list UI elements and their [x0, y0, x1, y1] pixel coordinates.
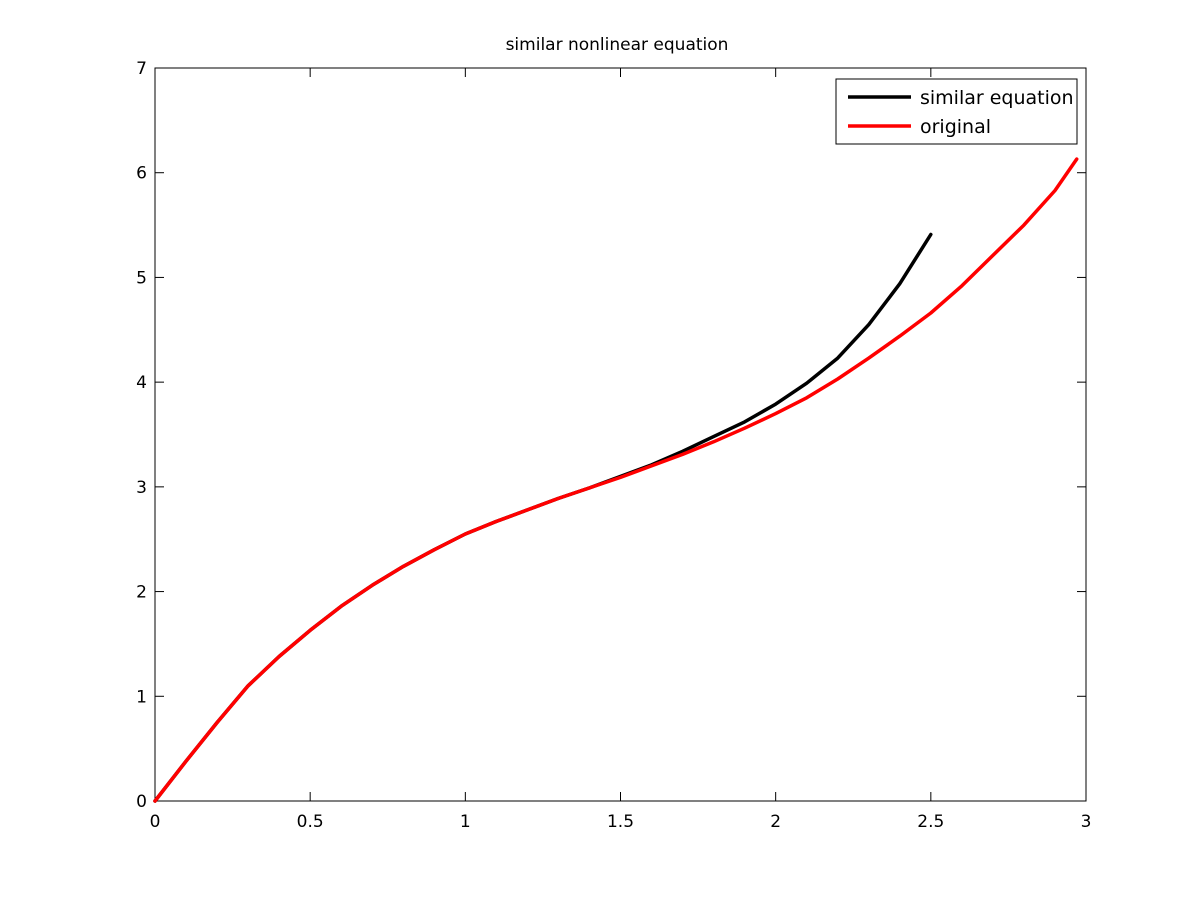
x-tick-label: 2: [770, 812, 781, 832]
x-tick-label: 0: [150, 812, 161, 832]
chart-title: similar nonlinear equation: [506, 35, 729, 55]
legend-box: [835, 78, 1078, 145]
series-layer: [153, 157, 1079, 803]
x-tick-label: 1: [460, 812, 471, 832]
y-tick-label: 3: [136, 478, 147, 498]
y-tick-label: 1: [136, 687, 147, 707]
x-tick-label: 2.5: [917, 812, 944, 832]
x-tick-label: 1.5: [607, 812, 634, 832]
y-tick-label: 6: [136, 164, 147, 184]
legend-label: similar equation: [920, 87, 1074, 109]
legend: similar equation original: [835, 78, 1078, 145]
x-tick-label: 0.5: [297, 812, 324, 832]
y-tick-label: 0: [136, 792, 147, 812]
legend-label: original: [920, 116, 991, 138]
plot-area: [154, 67, 1087, 802]
series-line-original: [153, 157, 1079, 803]
ticks-layer: 0 0.5 1 1.5 2 2.5 3 0 1 2 3 4 5 6 7: [136, 59, 1091, 832]
y-tick-label: 4: [136, 373, 147, 393]
x-tick-label: 3: [1081, 812, 1092, 832]
y-tick-label: 5: [136, 268, 147, 288]
y-tick-label: 2: [136, 583, 147, 603]
y-tick-label: 7: [136, 59, 147, 79]
